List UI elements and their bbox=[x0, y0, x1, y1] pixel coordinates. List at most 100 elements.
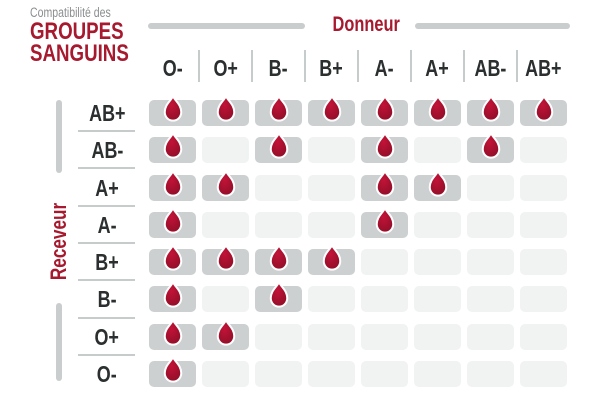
title-line-2: SANGUINS bbox=[30, 42, 157, 66]
donor-axis-bar-left bbox=[148, 23, 305, 29]
donor-header-AB+: AB+ bbox=[520, 53, 567, 83]
compat-cell-O--from-B- bbox=[255, 361, 302, 388]
receiver-row-labels: AB+ AB- A+ A- B+ B- O+ O- bbox=[78, 100, 136, 387]
column-divider bbox=[516, 50, 518, 82]
compat-cell-A--from-AB- bbox=[467, 211, 514, 238]
column-divider bbox=[463, 50, 465, 82]
receiver-axis-bar-top bbox=[56, 100, 62, 173]
row-divider bbox=[78, 279, 135, 282]
compat-cell-AB--from-AB- bbox=[467, 132, 514, 164]
blood-drop-icon bbox=[534, 94, 553, 122]
blood-drop-icon bbox=[428, 94, 447, 122]
receiver-label-A+: A+ bbox=[78, 175, 136, 201]
compat-cell-B+-from-O- bbox=[149, 244, 196, 276]
receiver-label-AB+: AB+ bbox=[78, 100, 136, 126]
blood-drop-icon bbox=[163, 132, 182, 159]
receiver-label-B-: B- bbox=[78, 286, 136, 312]
donor-header-label: AB+ bbox=[525, 55, 562, 81]
column-divider bbox=[410, 50, 412, 82]
donor-header-label: O+ bbox=[213, 55, 238, 81]
row-divider bbox=[78, 204, 135, 207]
blood-drop-icon bbox=[163, 281, 182, 309]
compat-cell-AB--from-AB+ bbox=[520, 137, 567, 164]
donor-header-O+: O+ bbox=[202, 53, 249, 83]
column-divider bbox=[251, 50, 253, 82]
compat-cell-A--from-A+ bbox=[414, 211, 461, 238]
donor-header-B-: B- bbox=[255, 53, 302, 83]
compat-cell-AB--from-O+ bbox=[202, 137, 249, 164]
donor-header-label: A- bbox=[375, 55, 394, 81]
title-line-1: GROUPES bbox=[30, 20, 157, 44]
receiver-label-text: B- bbox=[97, 286, 117, 313]
compat-cell-B--from-B+ bbox=[308, 286, 355, 313]
compat-cell-AB+-from-AB+ bbox=[520, 94, 567, 126]
compat-cell-B--from-A- bbox=[361, 286, 408, 313]
blood-drop-icon bbox=[269, 132, 288, 159]
blood-drop-icon bbox=[269, 244, 288, 271]
receiver-label-text: A- bbox=[97, 211, 117, 238]
compat-cell-B+-from-B- bbox=[255, 244, 302, 276]
donor-header-label: AB- bbox=[474, 55, 507, 81]
blood-drop-icon bbox=[428, 169, 447, 197]
compat-cell-AB--from-A+ bbox=[414, 137, 461, 164]
blood-drop-icon bbox=[163, 244, 182, 271]
compat-cell-AB+-from-B- bbox=[255, 94, 302, 126]
compat-cell-O+-from-B- bbox=[255, 323, 302, 350]
compat-cell-AB--from-A- bbox=[361, 132, 408, 164]
donor-column-headers: O- O+ B- B+ A- A+ AB- AB+ bbox=[149, 53, 567, 83]
compat-cell-B+-from-AB+ bbox=[520, 249, 567, 276]
donor-header-AB-: AB- bbox=[467, 53, 514, 83]
blood-drop-icon bbox=[375, 132, 394, 159]
receiver-label-O+: O+ bbox=[78, 324, 136, 350]
receiver-label-text: O- bbox=[97, 361, 117, 388]
receiver-axis-title-text: Receveur bbox=[46, 202, 71, 280]
compat-cell-AB--from-B+ bbox=[308, 137, 355, 164]
receiver-label-AB-: AB- bbox=[78, 137, 136, 163]
receiver-label-text: AB+ bbox=[88, 100, 126, 126]
row-divider bbox=[78, 241, 135, 244]
compat-cell-A--from-B+ bbox=[308, 211, 355, 238]
compat-cell-A+-from-AB- bbox=[467, 174, 514, 201]
row-divider bbox=[78, 130, 135, 132]
receiver-label-text: AB- bbox=[91, 137, 123, 164]
compat-cell-A--from-A- bbox=[361, 206, 408, 238]
compat-cell-B+-from-A+ bbox=[414, 249, 461, 276]
compat-cell-O--from-A+ bbox=[414, 361, 461, 388]
receiver-label-A-: A- bbox=[78, 212, 136, 238]
compat-cell-AB+-from-B+ bbox=[308, 94, 355, 126]
blood-drop-icon bbox=[375, 206, 394, 234]
compat-cell-AB+-from-A+ bbox=[414, 94, 461, 126]
row-divider bbox=[78, 167, 135, 170]
donor-axis-title-text: Donneur bbox=[332, 13, 400, 36]
donor-header-label: B+ bbox=[319, 55, 344, 81]
compat-cell-A+-from-B- bbox=[255, 174, 302, 201]
compat-cell-A+-from-O- bbox=[149, 169, 196, 201]
compat-cell-O+-from-AB+ bbox=[520, 323, 567, 350]
blood-drop-icon bbox=[375, 169, 394, 197]
blood-drop-icon bbox=[216, 244, 235, 271]
column-divider bbox=[357, 50, 359, 82]
compat-cell-B--from-B- bbox=[255, 281, 302, 313]
compat-cell-AB+-from-A- bbox=[361, 94, 408, 126]
title-kicker-text: Compatibilité des bbox=[30, 5, 111, 20]
compat-cell-O+-from-AB- bbox=[467, 323, 514, 350]
compat-cell-O--from-B+ bbox=[308, 361, 355, 388]
blood-drop-icon bbox=[216, 318, 235, 346]
receiver-label-text: A+ bbox=[95, 174, 119, 201]
compat-cell-B--from-AB- bbox=[467, 286, 514, 313]
compat-cell-AB--from-B- bbox=[255, 132, 302, 164]
receiver-axis-bar-bottom bbox=[56, 303, 62, 381]
compat-cell-B--from-AB+ bbox=[520, 286, 567, 313]
compat-cell-A--from-O+ bbox=[202, 211, 249, 238]
blood-drop-icon bbox=[481, 94, 500, 122]
receiver-label-text: B+ bbox=[95, 249, 119, 276]
blood-drop-icon bbox=[375, 94, 394, 122]
compat-cell-AB+-from-O- bbox=[149, 94, 196, 126]
row-divider bbox=[78, 316, 135, 319]
compat-cell-AB+-from-O+ bbox=[202, 94, 249, 126]
donor-header-label: A+ bbox=[425, 55, 450, 81]
compat-cell-A+-from-B+ bbox=[308, 174, 355, 201]
blood-drop-icon bbox=[163, 94, 182, 122]
compat-cell-AB+-from-AB- bbox=[467, 94, 514, 126]
